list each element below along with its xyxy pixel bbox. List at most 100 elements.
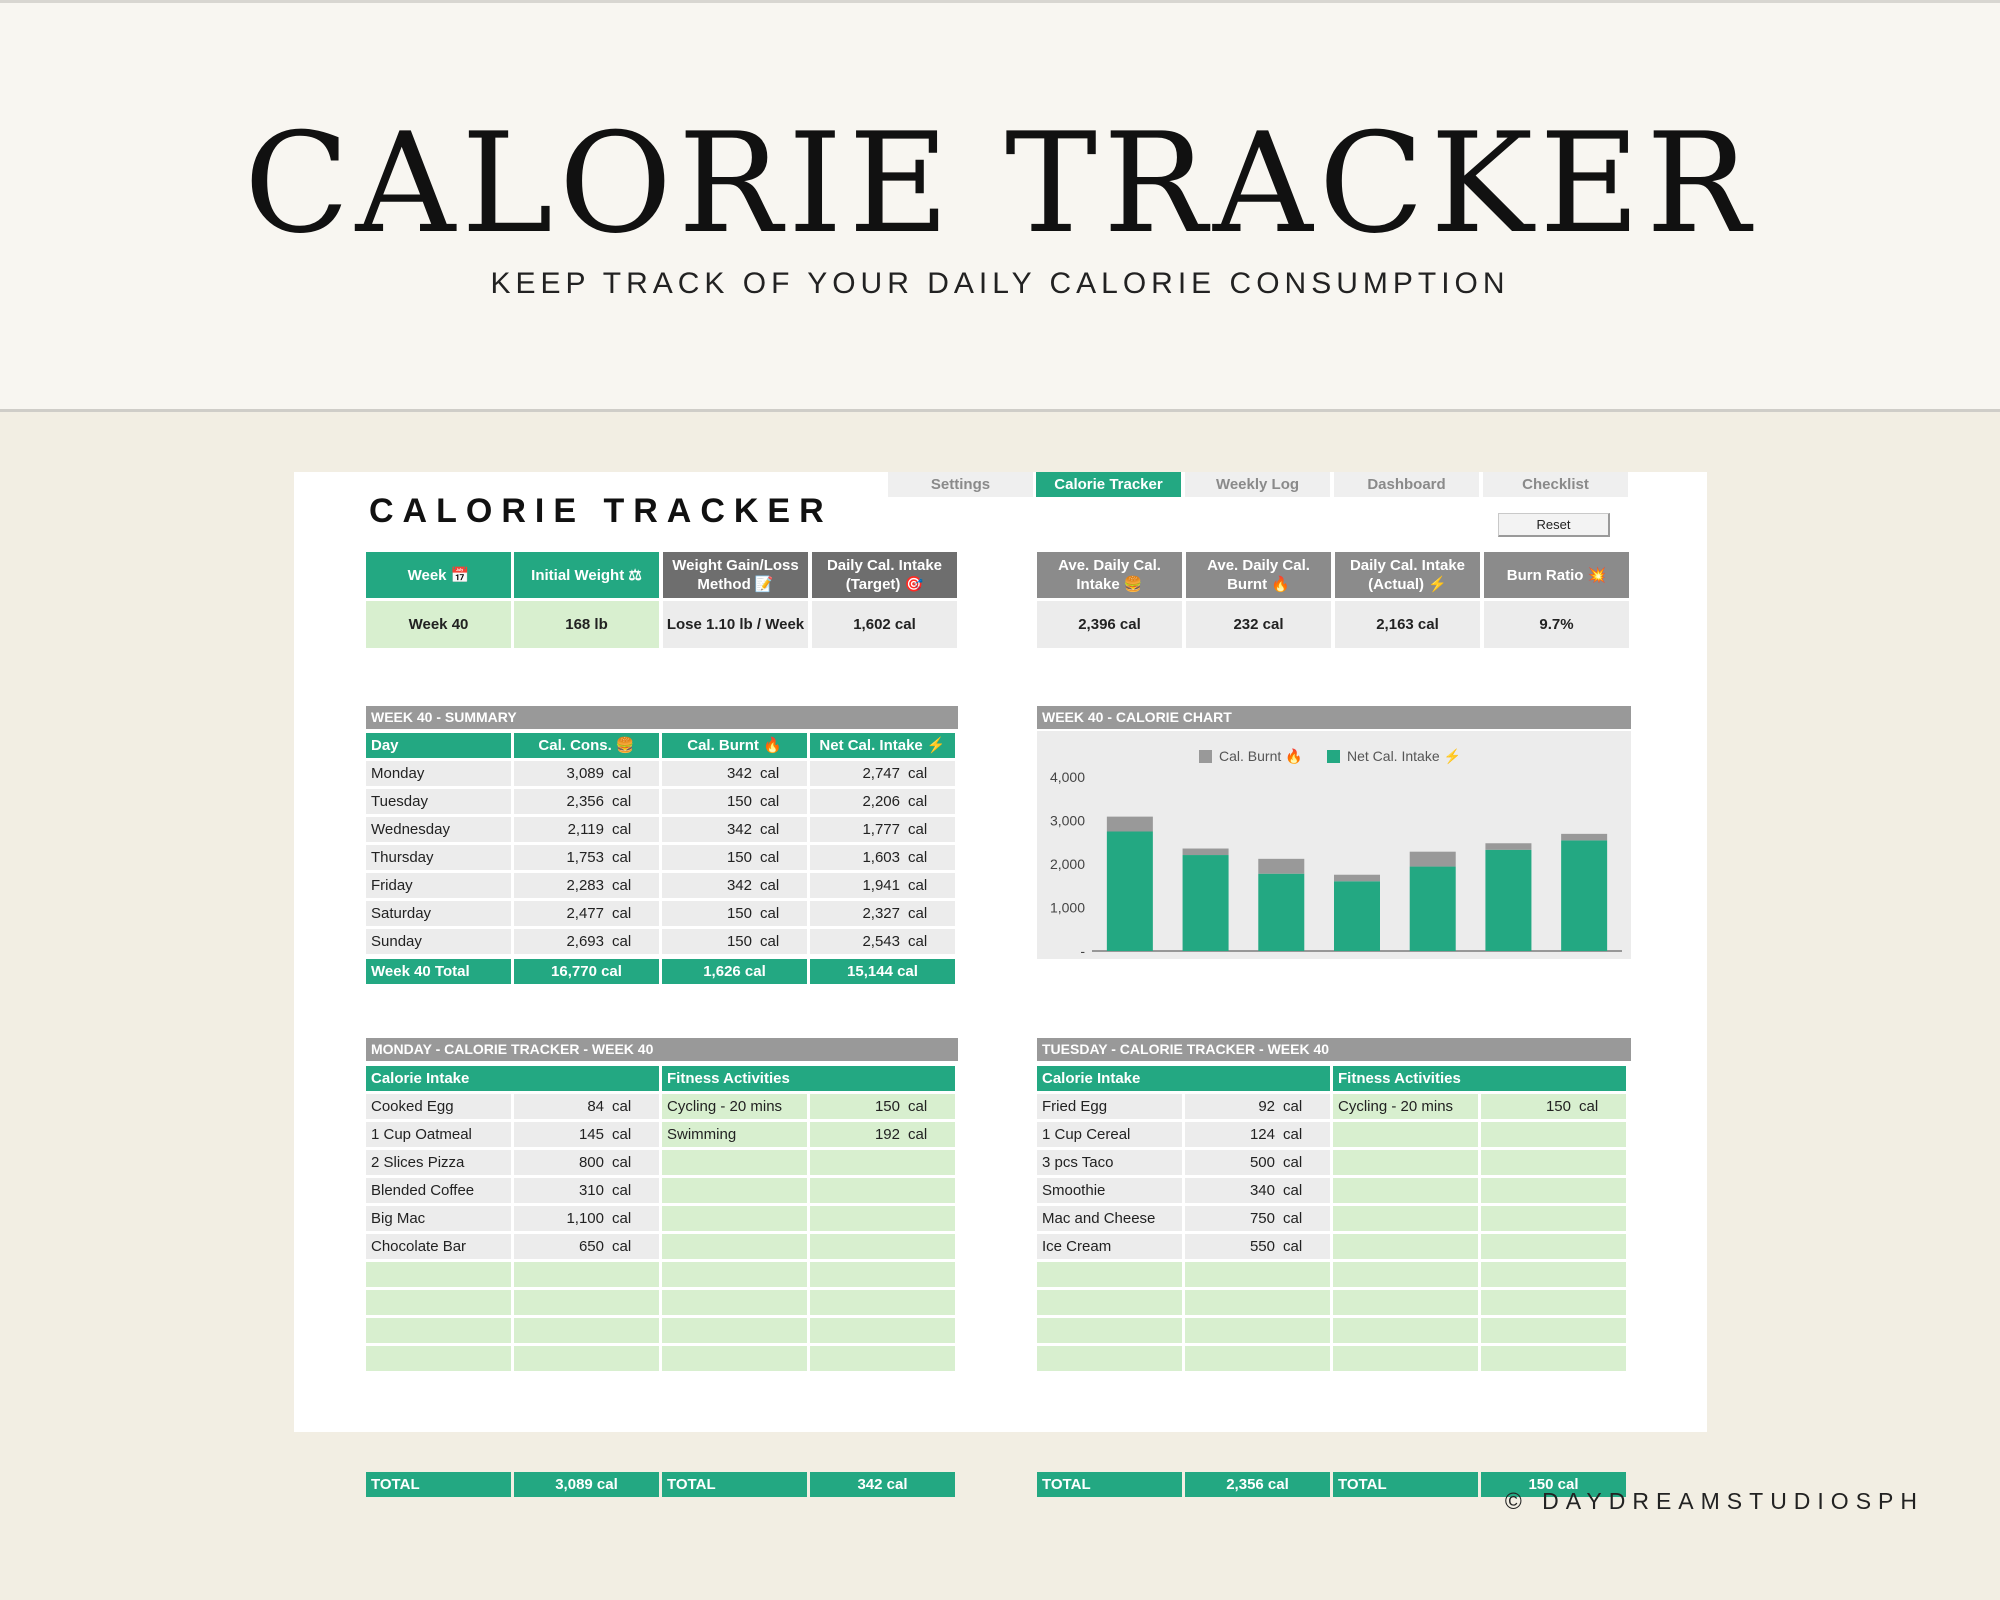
tuesday-fitness-cal[interactable] (1481, 1150, 1626, 1175)
monday-intake-item[interactable]: Cooked Egg (366, 1094, 511, 1119)
tuesday-intake-cal[interactable]: 340 cal (1185, 1178, 1330, 1203)
tuesday-intake-item[interactable]: 1 Cup Cereal (1037, 1122, 1182, 1147)
legend-swatch-net (1327, 750, 1340, 763)
tuesday-intake-cal[interactable] (1185, 1262, 1330, 1287)
tab-checklist[interactable]: Checklist (1483, 472, 1628, 497)
monday-intake-cal[interactable] (514, 1346, 659, 1371)
monday-fitness-cal[interactable]: 192 cal (810, 1122, 955, 1147)
tuesday-fitness-item[interactable] (1333, 1290, 1478, 1315)
info-week-value[interactable]: Week 40 (366, 601, 511, 648)
monday-fitness-item[interactable] (662, 1178, 807, 1203)
tuesday-fitness-item[interactable] (1333, 1150, 1478, 1175)
tuesday-intake-item[interactable] (1037, 1346, 1182, 1371)
tuesday-fitness-item[interactable] (1333, 1122, 1478, 1147)
monday-fitness-item[interactable] (662, 1234, 807, 1259)
monday-fitness-item[interactable]: Swimming (662, 1122, 807, 1147)
tuesday-intake-cal[interactable]: 550 cal (1185, 1234, 1330, 1259)
tuesday-fitness-cal[interactable] (1481, 1178, 1626, 1203)
monday-intake-item[interactable]: Big Mac (366, 1206, 511, 1231)
monday-row (366, 1262, 955, 1287)
tuesday-intake-cal[interactable]: 500 cal (1185, 1150, 1330, 1175)
summary-total-label: Week 40 Total (366, 959, 511, 984)
monday-intake-cal[interactable] (514, 1290, 659, 1315)
tuesday-fitness-item[interactable] (1333, 1346, 1478, 1371)
tuesday-fitness-item[interactable] (1333, 1178, 1478, 1203)
info-burn-ratio-label: Burn Ratio 💥 (1484, 552, 1629, 598)
monday-fitness-cal[interactable] (810, 1290, 955, 1315)
info-ave-burnt-label: Ave. Daily Cal. Burnt 🔥 (1186, 552, 1331, 598)
monday-intake-cal[interactable]: 84 cal (514, 1094, 659, 1119)
monday-fitness-cal[interactable] (810, 1234, 955, 1259)
tuesday-intake-item[interactable] (1037, 1262, 1182, 1287)
tuesday-intake-cal[interactable]: 750 cal (1185, 1206, 1330, 1231)
bar-net-thurs (1334, 881, 1380, 951)
monday-intake-item[interactable] (366, 1346, 511, 1371)
tab-calorie-tracker[interactable]: Calorie Tracker (1036, 472, 1181, 497)
monday-fitness-item[interactable] (662, 1346, 807, 1371)
tuesday-intake-cal[interactable] (1185, 1290, 1330, 1315)
tab-weekly-log[interactable]: Weekly Log (1185, 472, 1330, 497)
summary-net-cell: 1,941 cal (810, 873, 955, 898)
monday-intake-item[interactable] (366, 1262, 511, 1287)
monday-fitness-cal[interactable] (810, 1262, 955, 1287)
info-method-label: Weight Gain/Loss Method 📝 (663, 552, 808, 598)
tuesday-fitness-cal[interactable] (1481, 1234, 1626, 1259)
tuesday-intake-item[interactable]: Smoothie (1037, 1178, 1182, 1203)
monday-intake-cal[interactable] (514, 1262, 659, 1287)
monday-fitness-cal[interactable] (810, 1178, 955, 1203)
info-initial-weight-value[interactable]: 168 lb (514, 601, 659, 648)
tuesday-intake-cal[interactable]: 92 cal (1185, 1094, 1330, 1119)
monday-intake-item[interactable]: 1 Cup Oatmeal (366, 1122, 511, 1147)
monday-fitness-cal[interactable]: 150 cal (810, 1094, 955, 1119)
copyright: © DAYDREAMSTUDIOSPH (1504, 1488, 1924, 1514)
tuesday-fitness-cal[interactable] (1481, 1290, 1626, 1315)
monday-fitness-item[interactable] (662, 1150, 807, 1175)
monday-intake-cal[interactable]: 145 cal (514, 1122, 659, 1147)
monday-intake-item[interactable]: Chocolate Bar (366, 1234, 511, 1259)
monday-fitness-item[interactable] (662, 1318, 807, 1343)
monday-intake-item[interactable]: 2 Slices Pizza (366, 1150, 511, 1175)
monday-intake-cal[interactable]: 800 cal (514, 1150, 659, 1175)
tuesday-intake-cal[interactable] (1185, 1318, 1330, 1343)
tab-settings[interactable]: Settings (888, 472, 1033, 497)
tuesday-fitness-cal[interactable] (1481, 1346, 1626, 1371)
tuesday-fitness-cal[interactable] (1481, 1262, 1626, 1287)
monday-intake-cal[interactable]: 1,100 cal (514, 1206, 659, 1231)
tuesday-fitness-cal[interactable] (1481, 1206, 1626, 1231)
tuesday-intake-item[interactable]: Mac and Cheese (1037, 1206, 1182, 1231)
monday-fitness-item[interactable]: Cycling - 20 mins (662, 1094, 807, 1119)
monday-intake-item[interactable]: Blended Coffee (366, 1178, 511, 1203)
monday-fitness-cal[interactable] (810, 1346, 955, 1371)
tab-dashboard[interactable]: Dashboard (1334, 472, 1479, 497)
tuesday-fitness-item[interactable] (1333, 1262, 1478, 1287)
monday-fitness-item[interactable] (662, 1206, 807, 1231)
monday-fitness-cal[interactable] (810, 1150, 955, 1175)
tuesday-fitness-item[interactable] (1333, 1206, 1478, 1231)
tuesday-fitness-cal[interactable] (1481, 1318, 1626, 1343)
tuesday-fitness-cal[interactable] (1481, 1122, 1626, 1147)
monday-intake-item[interactable] (366, 1290, 511, 1315)
monday-fitness-item[interactable] (662, 1290, 807, 1315)
tuesday-fitness-item[interactable] (1333, 1318, 1478, 1343)
tuesday-intake-item[interactable]: Ice Cream (1037, 1234, 1182, 1259)
tuesday-intake-cal[interactable] (1185, 1346, 1330, 1371)
tuesday-intake-item[interactable] (1037, 1318, 1182, 1343)
tuesday-intake-item[interactable]: 3 pcs Taco (1037, 1150, 1182, 1175)
monday-fitness-cal[interactable] (810, 1318, 955, 1343)
monday-intake-cal[interactable] (514, 1318, 659, 1343)
tuesday-fitness-cal[interactable]: 150 cal (1481, 1094, 1626, 1119)
monday-fitness-item[interactable] (662, 1262, 807, 1287)
tuesday-fitness-item[interactable] (1333, 1234, 1478, 1259)
summary-cons-cell-number: 2,477 (566, 905, 604, 922)
tuesday-intake-item[interactable] (1037, 1290, 1182, 1315)
monday-fitness-cal[interactable] (810, 1206, 955, 1231)
tuesday-intake-item[interactable]: Fried Egg (1037, 1094, 1182, 1119)
monday-intake-header: Calorie Intake (366, 1066, 659, 1091)
monday-intake-cal[interactable]: 310 cal (514, 1178, 659, 1203)
reset-button[interactable]: Reset (1498, 513, 1610, 537)
monday-intake-cal[interactable]: 650 cal (514, 1234, 659, 1259)
monday-intake-item[interactable] (366, 1318, 511, 1343)
tuesday-fitness-item[interactable]: Cycling - 20 mins (1333, 1094, 1478, 1119)
y-tick-label: 1,000 (1050, 900, 1085, 916)
tuesday-intake-cal[interactable]: 124 cal (1185, 1122, 1330, 1147)
